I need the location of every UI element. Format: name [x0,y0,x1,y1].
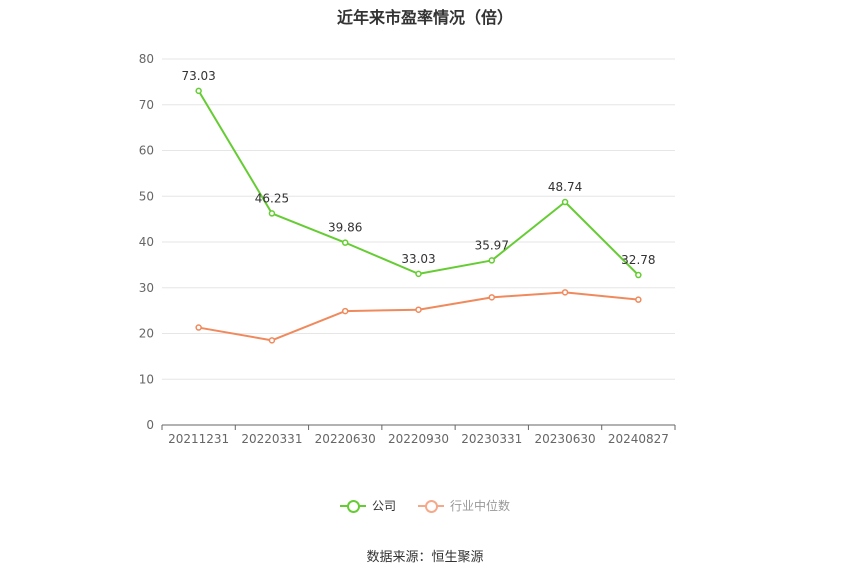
x-tick-label: 20220630 [315,432,376,446]
x-tick-label: 20220930 [388,432,449,446]
data-point-industry [635,296,642,303]
data-point-company [268,210,276,217]
x-tick-label: 20240827 [608,432,669,446]
data-label-company: 39.86 [328,221,362,235]
data-point-industry [561,289,569,296]
data-label-company: 46.25 [255,191,289,205]
legend-item-industry[interactable]: 行业中位数 [418,497,510,514]
y-tick-label: 40 [139,235,154,249]
data-point-industry [195,324,202,331]
data-label-company: 73.03 [181,69,215,83]
data-point-company [635,271,642,279]
data-label-company: 48.74 [548,180,582,194]
legend-industry-marker-icon [418,499,444,513]
y-tick-label: 10 [139,372,154,386]
data-point-company [415,270,422,278]
data-point-company [488,257,496,264]
y-tick-label: 50 [139,189,154,203]
x-tick-label: 20230331 [461,432,522,446]
y-tick-label: 20 [139,327,154,341]
data-point-company [195,87,202,95]
data-point-industry [488,294,496,301]
pe-ratio-line-chart: 0 10 20 30 40 50 60 70 80 20211231 20220331 2022063… [139,52,676,446]
y-tick-label: 70 [139,98,154,112]
y-tick-label: 80 [139,52,154,66]
legend-company-marker-icon [339,499,366,513]
data-label-company: 35.97 [475,238,509,252]
data-point-company [341,239,349,246]
x-tick-label: 20230630 [535,432,596,446]
legend-label-company: 公司 [371,499,396,513]
data-point-company [561,198,569,206]
y-tick-label: 0 [146,418,154,432]
data-label-company: 33.03 [401,252,435,266]
data-point-industry [268,337,276,344]
y-tick-label: 60 [139,144,154,158]
data-point-industry [341,307,349,315]
chart-title: 近年来市盈率情况（倍） [336,8,513,27]
x-tick-label: 20211231 [168,432,229,446]
data-label-company: 32.78 [621,253,655,267]
y-tick-label: 30 [139,281,154,295]
data-source: 数据来源：恒生聚源 [366,550,484,565]
legend-label-industry: 行业中位数 [450,499,511,513]
data-point-industry [415,306,422,313]
x-tick-label: 20220331 [241,432,302,446]
legend-item-company[interactable]: 公司 [339,497,396,514]
legend: 公司 行业中位数 [0,497,850,514]
